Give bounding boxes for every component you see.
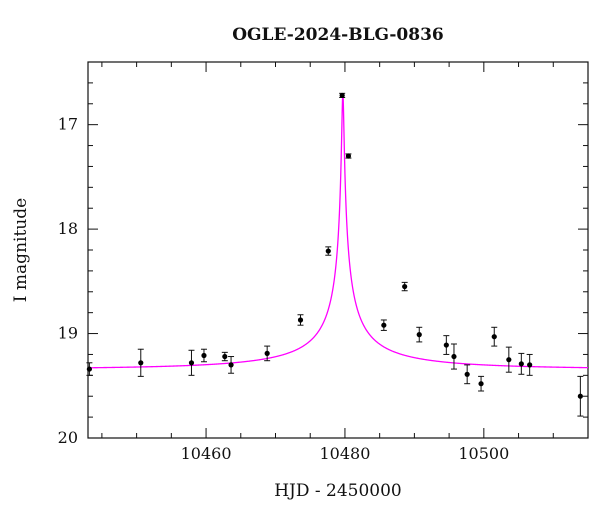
y-tick-label: 18 (58, 219, 78, 238)
data-point (222, 353, 228, 360)
data-point (138, 360, 144, 366)
y-tick-label: 17 (58, 115, 78, 134)
y-tick-label: 20 (58, 428, 78, 447)
y-axis-label: I magnitude (11, 198, 31, 302)
x-tick-label: 10480 (319, 444, 370, 463)
data-point (518, 361, 524, 367)
data-point (443, 342, 449, 348)
x-tick-label: 10500 (458, 444, 509, 463)
data-point (228, 362, 234, 368)
data-point (264, 350, 270, 356)
data-point (464, 371, 470, 377)
data-point (451, 353, 457, 360)
data-point (86, 366, 92, 372)
data-point (416, 332, 422, 338)
data-point (297, 317, 304, 323)
plot-frame (87, 61, 589, 439)
data-point (506, 357, 512, 363)
x-tick-label: 10460 (181, 444, 232, 463)
data-point (188, 360, 195, 366)
chart-title: OGLE-2024-BLG-0836 (232, 25, 444, 45)
data-point (402, 283, 408, 290)
data-point (491, 334, 497, 340)
data-point (345, 153, 352, 159)
data-point (478, 381, 484, 387)
data-point (527, 362, 533, 368)
data-point (339, 92, 345, 99)
y-tick-label: 19 (58, 324, 78, 343)
data-point (201, 352, 207, 359)
data-point (325, 248, 331, 254)
plot-area: 10460 10480 10500 17 18 19 20 (58, 61, 589, 463)
model-curve (88, 93, 588, 369)
x-axis-label: HJD - 2450000 (274, 481, 402, 501)
data-point (381, 322, 387, 328)
data-point (577, 393, 583, 399)
